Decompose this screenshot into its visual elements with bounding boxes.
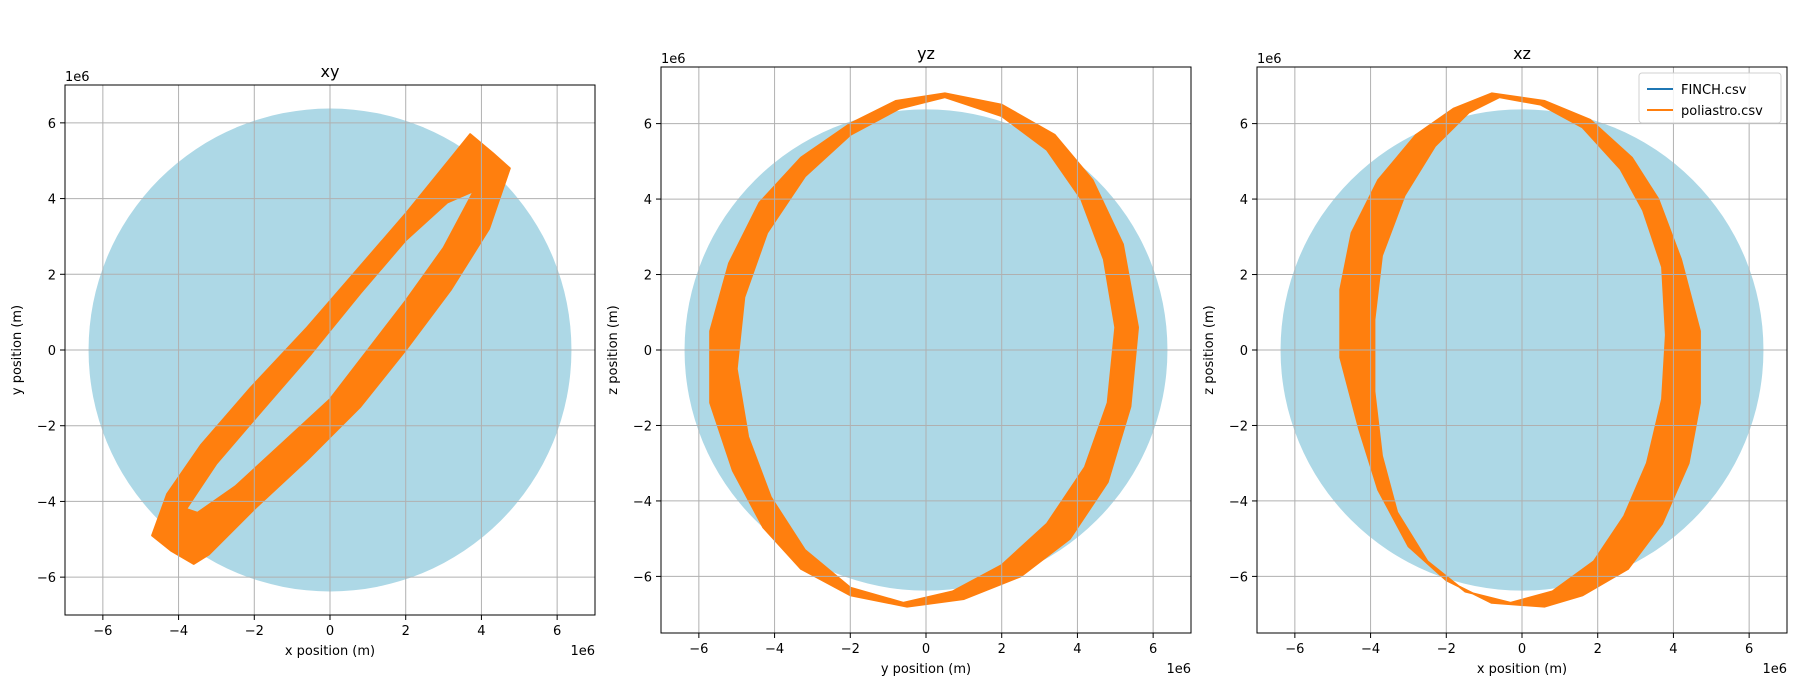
y-tick-label: −6 — [633, 570, 652, 585]
orbit-band-poliastro — [709, 92, 1139, 608]
y-axis-label: z position (m) — [1202, 305, 1217, 394]
x-tick-label: 4 — [1669, 642, 1677, 657]
x-tick-label: 4 — [477, 624, 485, 639]
x-tick-label: −4 — [765, 642, 784, 657]
panel-yz: −6 −4 −2 0 2 4 6 −6 −4 −2 0 2 4 6 1e6 1e6 yz y position (… — [606, 44, 1192, 677]
x-tick-label: −4 — [1361, 642, 1380, 657]
x-tick-label: −6 — [689, 642, 708, 657]
y-tick-label: 6 — [48, 117, 56, 132]
y-tick-label: −4 — [633, 495, 652, 510]
y-tick-label: −6 — [1229, 570, 1248, 585]
x-tick-label: −6 — [1285, 642, 1304, 657]
plot-area — [661, 67, 1191, 633]
y-axis-label: z position (m) — [606, 305, 621, 394]
y-offset-label: 1e6 — [65, 70, 90, 85]
panel-xz: −6 −4 −2 0 2 4 6 −6 −4 −2 0 2 4 6 1e6 1e6 xz x position (… — [1202, 44, 1788, 677]
y-tick-label: 2 — [644, 269, 652, 284]
x-tick-label: 2 — [998, 642, 1006, 657]
y-tick-label: 6 — [1240, 118, 1248, 133]
x-tick-label: −2 — [245, 624, 264, 639]
y-tick-label: −4 — [37, 495, 56, 510]
y-tick-label: 0 — [644, 344, 652, 359]
x-tick-label: −6 — [93, 624, 112, 639]
panel-title: xz — [1513, 44, 1531, 63]
x-axis-label: x position (m) — [285, 644, 375, 659]
x-axis-label: x position (m) — [1477, 662, 1567, 677]
y-tick-label: 4 — [644, 193, 652, 208]
legend: FINCH.csv poliastro.csv — [1638, 72, 1782, 124]
panel-title: yz — [917, 44, 935, 63]
y-tick-label: −6 — [37, 571, 56, 586]
x-tick-label: 0 — [922, 642, 930, 657]
x-offset-label: 1e6 — [570, 644, 595, 659]
x-tick-label: 4 — [1073, 642, 1081, 657]
x-tick-label: 0 — [326, 624, 334, 639]
y-offset-label: 1e6 — [661, 52, 686, 67]
y-tick-label: −2 — [1229, 419, 1248, 434]
y-tick-label: −2 — [633, 419, 652, 434]
x-offset-label: 1e6 — [1166, 662, 1191, 677]
legend-box — [1638, 72, 1782, 124]
x-tick-label: 2 — [1594, 642, 1602, 657]
x-tick-label: 0 — [1518, 642, 1526, 657]
x-tick-label: 6 — [1149, 642, 1157, 657]
x-tick-label: 2 — [402, 624, 410, 639]
y-tick-label: 2 — [48, 268, 56, 283]
orbit-band-poliastro — [151, 133, 511, 565]
x-tick-label: −2 — [1437, 642, 1456, 657]
y-axis-label: y position (m) — [10, 305, 25, 395]
panel-title: xy — [321, 62, 340, 81]
legend-label: poliastro.csv — [1681, 104, 1763, 119]
y-offset-label: 1e6 — [1257, 52, 1282, 67]
plot-area — [65, 85, 595, 615]
y-tick-label: −2 — [37, 420, 56, 435]
y-tick-label: 4 — [1240, 193, 1248, 208]
legend-label: FINCH.csv — [1681, 83, 1747, 98]
y-tick-label: 2 — [1240, 269, 1248, 284]
x-tick-label: 6 — [1745, 642, 1753, 657]
x-tick-label: −2 — [841, 642, 860, 657]
x-axis-label: y position (m) — [881, 662, 971, 677]
y-tick-label: 4 — [48, 193, 56, 208]
x-tick-label: 6 — [553, 624, 561, 639]
panel-xy: −6 −4 −2 0 2 4 6 −6 −4 −2 0 2 4 6 1e6 1e6 xy x position (… — [10, 62, 596, 659]
plot-area — [1257, 67, 1787, 633]
y-tick-label: 0 — [1240, 344, 1248, 359]
y-tick-label: −4 — [1229, 495, 1248, 510]
y-tick-label: 0 — [48, 344, 56, 359]
y-tick-label: 6 — [644, 118, 652, 133]
x-offset-label: 1e6 — [1762, 662, 1787, 677]
x-tick-label: −4 — [169, 624, 188, 639]
